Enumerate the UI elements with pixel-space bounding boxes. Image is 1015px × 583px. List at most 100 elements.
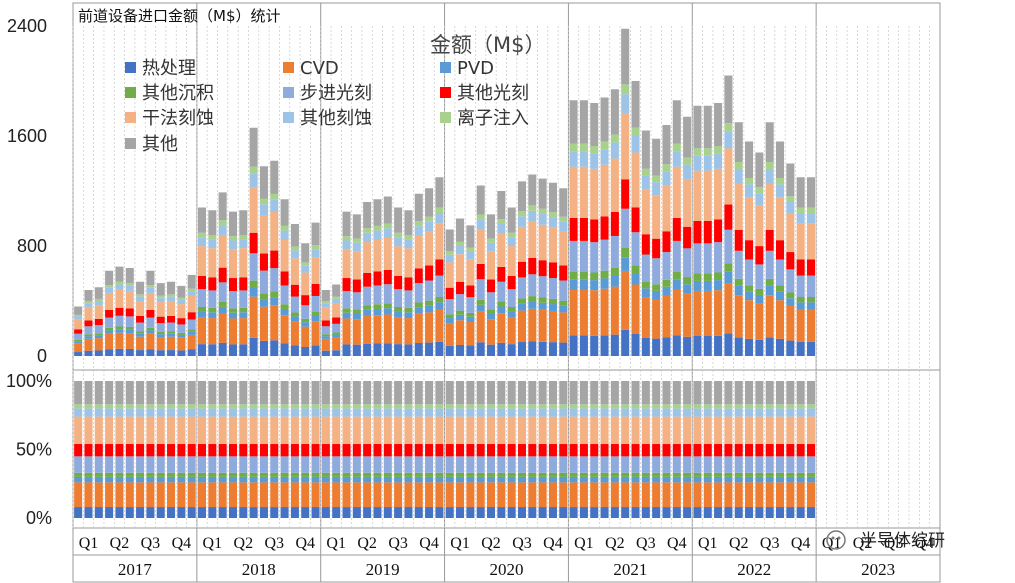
bar-segment — [507, 317, 516, 345]
share-segment — [270, 476, 279, 483]
bar-segment — [146, 270, 155, 286]
bar-segment — [724, 131, 733, 149]
bar-segment — [177, 334, 186, 338]
share-segment — [342, 456, 351, 473]
share-segment — [373, 472, 382, 477]
bar-segment — [383, 223, 392, 229]
share-segment — [301, 408, 310, 417]
share-segment — [270, 507, 279, 518]
bar-segment — [311, 315, 320, 322]
share-segment — [321, 472, 330, 477]
bar-segment — [74, 319, 83, 330]
bar-segment — [414, 193, 423, 222]
share-segment — [569, 416, 578, 445]
share-segment — [270, 444, 279, 457]
bar-segment — [136, 296, 145, 302]
bar-segment — [734, 278, 743, 286]
share-segment — [301, 482, 310, 508]
share-segment — [363, 472, 372, 477]
share-segment — [724, 507, 733, 518]
bar-segment — [394, 311, 403, 318]
share-segment — [125, 507, 134, 518]
share-segment — [497, 472, 506, 477]
bar-segment — [672, 143, 681, 152]
share-segment — [590, 456, 599, 473]
bar-segment — [167, 350, 176, 356]
share-segment — [435, 472, 444, 477]
share-segment — [445, 476, 454, 483]
bar-segment — [528, 257, 537, 275]
share-segment — [146, 444, 155, 457]
share-segment — [786, 507, 795, 518]
share-segment — [218, 444, 227, 457]
bottom-panel-bars — [74, 381, 816, 518]
share-segment — [538, 381, 547, 405]
bar-segment — [435, 259, 444, 276]
share-segment — [197, 476, 207, 483]
bar-segment — [714, 168, 723, 220]
bar-segment — [321, 303, 330, 308]
bar-segment — [363, 242, 372, 273]
bar-segment — [311, 249, 320, 258]
bar-segment — [259, 306, 268, 341]
bar-segment — [486, 279, 496, 293]
share-segment — [301, 416, 310, 445]
bar-segment — [445, 318, 454, 324]
share-segment — [652, 507, 661, 518]
bar-segment — [373, 343, 382, 356]
share-segment — [517, 476, 527, 483]
bar-segment — [280, 240, 289, 272]
bar-segment — [548, 342, 557, 356]
share-segment — [476, 482, 485, 508]
bar-segment — [342, 240, 351, 250]
bar-segment — [228, 308, 238, 313]
bar-segment — [559, 300, 568, 306]
legend-label: 步进光刻 — [300, 83, 372, 104]
share-segment — [208, 444, 217, 457]
share-segment — [806, 482, 816, 508]
bar-segment — [321, 290, 330, 302]
bar-segment — [414, 343, 423, 356]
share-segment — [394, 381, 403, 405]
bar-segment — [476, 263, 485, 280]
bar-segment — [105, 292, 114, 310]
bar-segment — [321, 338, 330, 351]
bar-segment — [714, 290, 723, 336]
share-segment — [177, 472, 186, 477]
bar-segment — [714, 335, 723, 356]
share-segment — [259, 444, 268, 457]
bar-segment — [136, 294, 145, 297]
bar-segment — [74, 352, 83, 356]
bar-segment — [435, 213, 444, 224]
bar-segment — [394, 237, 403, 247]
share-segment — [548, 456, 557, 473]
bar-segment — [136, 301, 145, 316]
share-segment — [724, 416, 733, 445]
share-segment — [197, 381, 207, 405]
share-segment — [208, 381, 217, 405]
bar-segment — [414, 307, 423, 314]
bar-segment — [332, 298, 341, 304]
bar-segment — [352, 309, 361, 314]
share-segment — [775, 381, 785, 405]
legend-swatch — [283, 87, 294, 98]
bar-segment — [466, 225, 475, 248]
share-segment — [94, 456, 103, 473]
bar-segment — [765, 250, 774, 279]
share-segment — [105, 408, 114, 417]
share-segment — [538, 482, 547, 508]
share-segment — [332, 476, 341, 483]
bar-segment — [775, 338, 785, 356]
share-segment — [383, 507, 392, 518]
share-segment — [703, 482, 712, 508]
bar-segment — [394, 289, 403, 307]
share-segment — [321, 404, 330, 409]
share-segment — [435, 507, 444, 518]
share-segment — [270, 404, 279, 409]
share-segment — [662, 444, 671, 457]
legend-swatch — [125, 62, 136, 73]
share-segment — [74, 381, 83, 405]
share-segment — [414, 444, 423, 457]
bar-segment — [621, 208, 630, 249]
bar-segment — [724, 123, 733, 132]
